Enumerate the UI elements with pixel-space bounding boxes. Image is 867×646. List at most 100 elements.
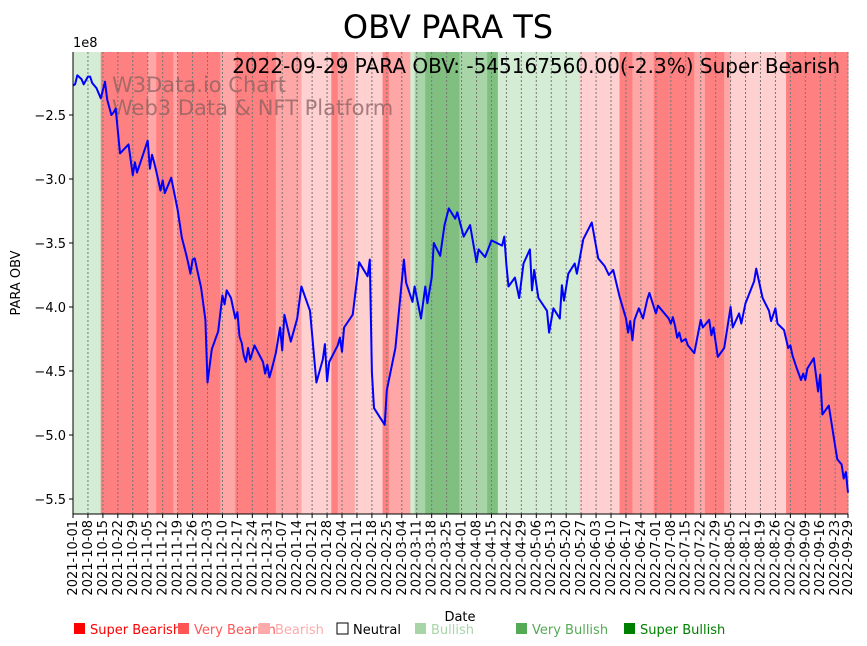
chart-annotation: 2022-09-29 PARA OBV: -545167560.00(-2.3%… [232, 54, 840, 78]
legend-swatch-icon [336, 622, 349, 635]
x-tick-label: 2021-12-24 [245, 520, 260, 596]
x-tick-label: 2022-04-01 [455, 520, 470, 596]
x-tick-label: 2022-01-07 [275, 520, 290, 596]
y-axis-label: PARA OBV [9, 250, 24, 315]
x-tick-label: 2022-01-28 [320, 520, 335, 596]
legend-swatch-icon [178, 623, 189, 634]
y-tick-label: −2.5 [34, 109, 66, 124]
axes [72, 52, 848, 515]
y-tick-label: −4.5 [34, 365, 66, 380]
legend-swatch-icon [624, 623, 635, 634]
x-tick-label: 2022-05-20 [559, 520, 574, 596]
x-tick-label: 2021-11-05 [141, 520, 156, 596]
x-tick-label: 2022-02-04 [335, 520, 350, 596]
x-tick-label: 2022-07-29 [709, 520, 724, 596]
x-tick-label: 2022-07-22 [694, 520, 709, 596]
x-tick-label: 2022-09-29 [841, 520, 856, 596]
y-tick-label: −3.0 [34, 173, 66, 188]
x-tick-label: 2022-07-08 [664, 520, 679, 596]
x-tick-label: 2021-10-08 [81, 520, 96, 596]
band-very-bearish [694, 52, 706, 514]
legend-swatch-icon [415, 623, 426, 634]
x-tick-label: 2022-02-18 [365, 520, 380, 596]
x-tick-label: 2022-04-22 [499, 520, 514, 596]
legend-label: Neutral [353, 623, 401, 638]
sentiment-bands [73, 52, 849, 514]
band-very-bearish [388, 52, 411, 514]
x-tick-label: 2021-10-29 [126, 520, 141, 596]
band-bullish [410, 52, 416, 514]
x-tick-label: 2022-03-11 [410, 520, 425, 596]
legend-item-very-bullish: Very Bullish [516, 623, 608, 638]
x-tick-label: 2022-03-04 [395, 520, 410, 596]
obv-line [72, 74, 849, 493]
band-very-bearish [724, 52, 732, 514]
x-tick-label: 2021-11-26 [186, 520, 201, 596]
x-tick-label: 2022-04-08 [470, 520, 485, 596]
legend-swatch-icon [74, 623, 85, 634]
x-axis-label: Date [444, 610, 475, 625]
y-tick-label: −5.5 [34, 493, 66, 508]
x-tick-label: 2022-01-14 [290, 520, 305, 596]
band-super-bearish [331, 52, 339, 514]
y-ticks: −2.5 −3.0 −3.5 −4.0 −4.5 −5.0 −5.5 [34, 109, 73, 508]
x-tick-label: 2021-11-12 [156, 520, 171, 596]
x-tick-label: 2022-05-13 [544, 520, 559, 596]
band-super-bearish [704, 52, 725, 514]
x-tick-label: 2022-09-23 [828, 520, 843, 596]
band-super-bearish [156, 52, 174, 514]
chart-title: OBV PARA TS [343, 8, 553, 46]
y-tick-label: −4.0 [34, 301, 66, 316]
x-tick-label: 2022-02-11 [350, 520, 365, 596]
legend-item-bullish: Bullish [415, 623, 474, 638]
legend-label: Bearish [275, 623, 324, 638]
x-tick-label: 2021-10-01 [66, 520, 81, 596]
x-tick-label: 2022-04-15 [484, 520, 499, 596]
x-tick-label: 2021-10-15 [96, 520, 111, 596]
x-tick-label: 2022-08-19 [753, 520, 768, 596]
x-tick-label: 2021-12-03 [201, 520, 216, 596]
x-tick-label: 2022-09-09 [798, 520, 813, 596]
x-tick-label: 2022-08-12 [739, 520, 754, 596]
x-tick-label: 2021-10-22 [111, 520, 126, 596]
x-tick-label: 2021-11-19 [171, 520, 186, 596]
x-tick-label: 2022-09-16 [813, 520, 828, 596]
band-very-bearish [632, 52, 655, 514]
x-tick-label: 2022-02-25 [380, 520, 395, 596]
x-tick-label: 2022-05-06 [529, 520, 544, 596]
band-very-bearish [147, 52, 157, 514]
band-super-bearish [619, 52, 633, 514]
y-offset-label: 1e8 [73, 36, 98, 51]
x-tick-label: 2022-03-25 [440, 520, 455, 596]
legend: Super Bearish Very Bearish Bearish Neutral B… [74, 622, 725, 638]
band-super-bearish [786, 52, 849, 514]
x-tick-label: 2022-04-29 [514, 520, 529, 596]
legend-label: Super Bullish [640, 623, 725, 638]
x-tick-label: 2022-07-15 [679, 520, 694, 596]
band-bearish [354, 52, 384, 514]
band-very-bullish [459, 52, 488, 514]
legend-item-bearish: Bearish [259, 623, 324, 638]
legend-label: Bullish [431, 623, 474, 638]
legend-label: Very Bullish [532, 623, 608, 638]
band-super-bearish [235, 52, 277, 514]
x-tick-label: 2022-09-02 [783, 520, 798, 596]
band-bullish [73, 52, 102, 514]
x-tick-label: 2022-06-03 [589, 520, 604, 596]
x-tick-label: 2021-12-10 [215, 520, 230, 596]
x-tick-label: 2022-07-01 [649, 520, 664, 596]
legend-swatch-icon [259, 623, 270, 634]
y-tick-label: −5.0 [34, 429, 66, 444]
x-tick-label: 2022-06-24 [634, 520, 649, 596]
x-tick-label: 2022-05-27 [574, 520, 589, 596]
band-very-bearish [337, 52, 356, 514]
band-bearish [578, 52, 621, 514]
watermark-line-1: W3Data.io Chart [112, 73, 286, 97]
y-tick-label: −3.5 [34, 237, 66, 252]
x-tick-label: 2021-12-31 [260, 520, 275, 596]
legend-item-very-bearish: Very Bearish [178, 623, 276, 638]
x-tick-label: 2021-12-17 [230, 520, 245, 596]
x-tick-label: 2022-06-17 [619, 520, 634, 596]
legend-swatch-icon [516, 623, 527, 634]
